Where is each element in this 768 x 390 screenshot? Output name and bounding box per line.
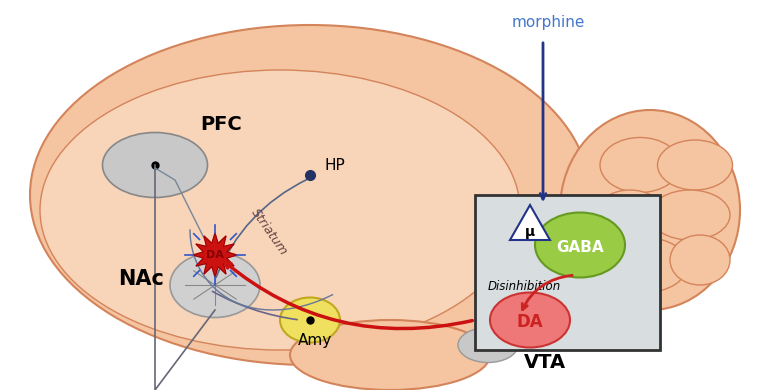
Ellipse shape [535, 213, 625, 278]
Ellipse shape [670, 235, 730, 285]
Ellipse shape [657, 140, 733, 190]
Text: PFC: PFC [200, 115, 242, 134]
Ellipse shape [490, 292, 570, 347]
Ellipse shape [595, 190, 665, 240]
Ellipse shape [290, 320, 490, 390]
Ellipse shape [650, 190, 730, 240]
Polygon shape [510, 205, 550, 240]
Ellipse shape [603, 238, 687, 292]
Text: DA: DA [206, 250, 224, 260]
Text: NAc: NAc [118, 269, 164, 289]
Ellipse shape [40, 70, 520, 350]
Text: Disinhibition: Disinhibition [488, 280, 561, 293]
Text: GABA: GABA [556, 241, 604, 255]
Ellipse shape [458, 328, 518, 362]
Text: HP: HP [325, 158, 346, 173]
Text: Amy: Amy [298, 333, 333, 348]
Ellipse shape [102, 133, 207, 197]
Polygon shape [193, 233, 237, 277]
Ellipse shape [170, 252, 260, 317]
Ellipse shape [280, 298, 340, 342]
Ellipse shape [560, 110, 740, 310]
Ellipse shape [30, 25, 590, 365]
Text: morphine: morphine [511, 15, 584, 30]
Text: μ: μ [525, 225, 535, 239]
Ellipse shape [600, 138, 680, 193]
Text: DA: DA [517, 313, 543, 331]
Text: VTA: VTA [524, 353, 566, 372]
FancyBboxPatch shape [475, 195, 660, 350]
Text: Striatum: Striatum [248, 206, 290, 258]
